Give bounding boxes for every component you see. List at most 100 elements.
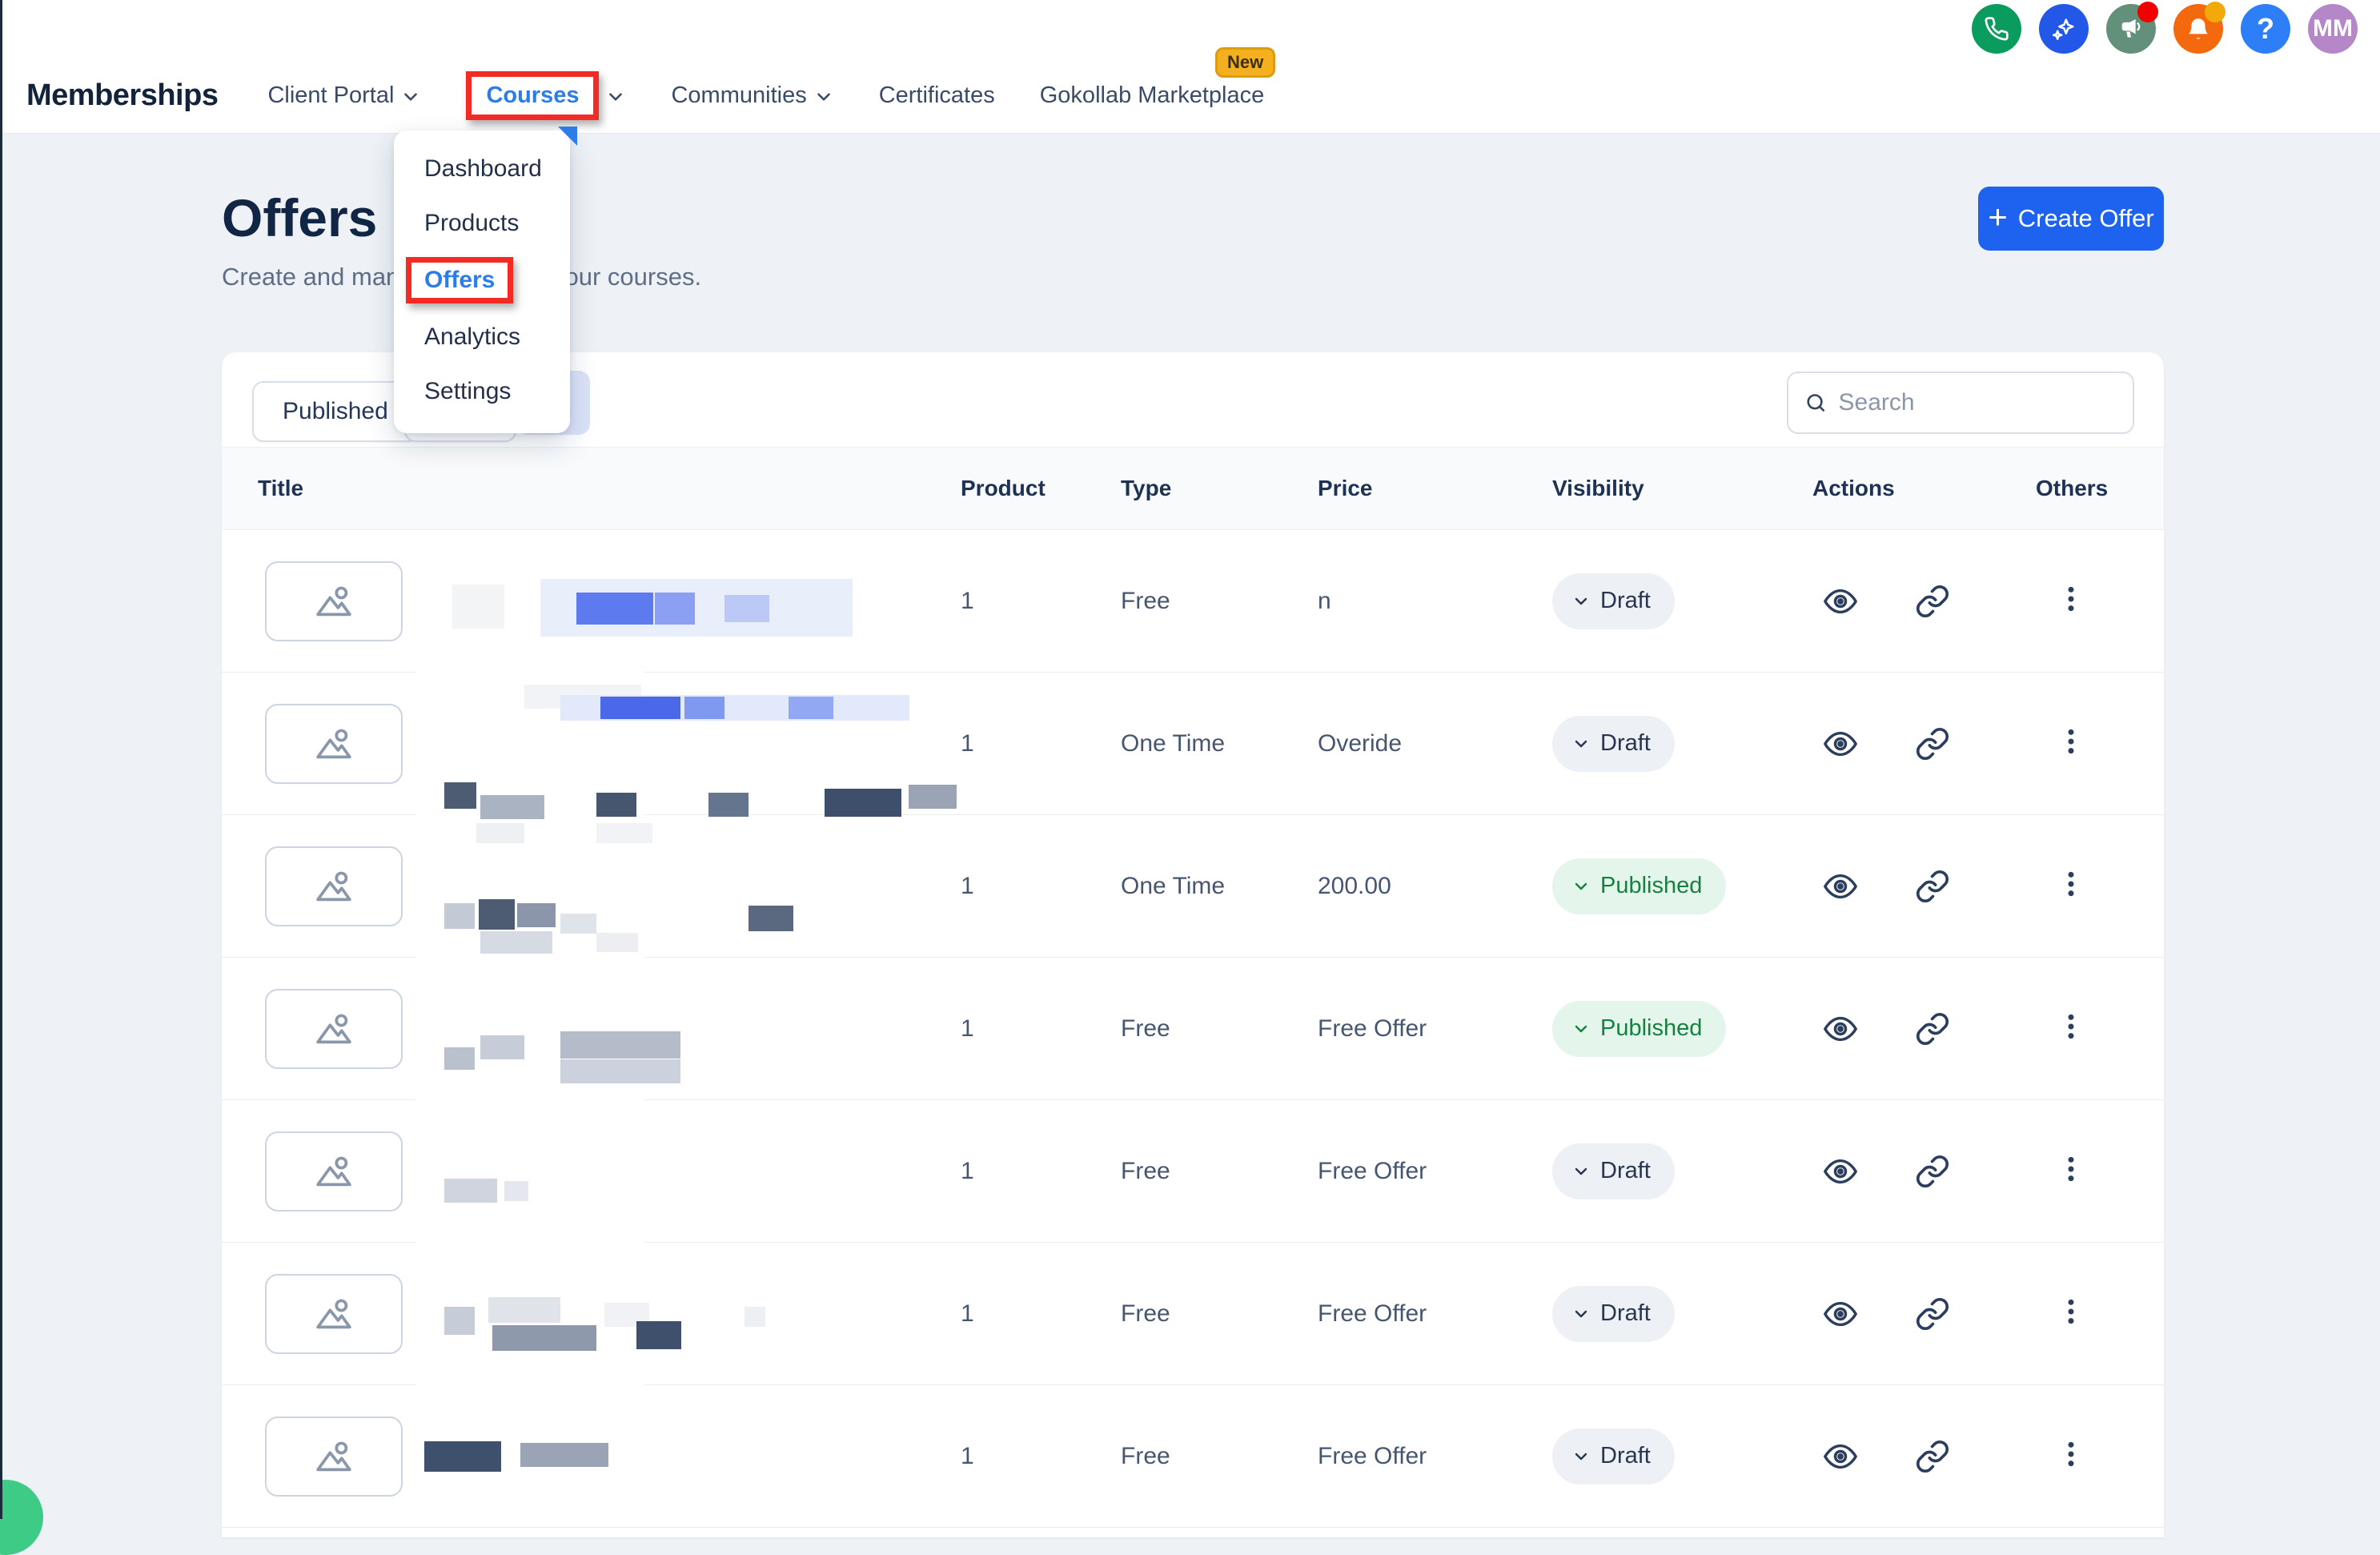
- preview-eye-icon[interactable]: [1822, 1296, 1859, 1332]
- search-input[interactable]: [1838, 389, 2117, 416]
- bell-icon[interactable]: [2173, 2, 2225, 54]
- visibility-badge[interactable]: Published: [1552, 858, 1727, 914]
- visibility-cell: Published: [1552, 858, 1812, 914]
- redacted-text-block: [596, 933, 638, 952]
- kebab-menu-icon[interactable]: [2055, 583, 2087, 615]
- visibility-badge[interactable]: Draft: [1552, 1143, 1675, 1199]
- menu-item-label: Analytics: [424, 323, 521, 350]
- image-placeholder-icon: [316, 1441, 351, 1471]
- copy-link-icon[interactable]: [1915, 1154, 1950, 1189]
- type-cell: Free: [1121, 1442, 1170, 1469]
- kebab-menu-icon[interactable]: [2055, 1438, 2087, 1470]
- offer-thumbnail[interactable]: [265, 988, 403, 1069]
- visibility-cell: Draft: [1552, 573, 1812, 629]
- redacted-text-block: [724, 595, 769, 622]
- menu-item-analytics[interactable]: Analytics: [394, 310, 570, 364]
- copy-link-icon[interactable]: [1915, 1296, 1950, 1332]
- actions-cell: [1812, 1011, 2036, 1047]
- copy-link-icon[interactable]: [1915, 1011, 1950, 1047]
- copy-link-icon[interactable]: [1915, 1439, 1950, 1474]
- offer-thumbnail[interactable]: [265, 1416, 403, 1497]
- help-icon[interactable]: ?: [2241, 4, 2290, 54]
- redacted-text-block: [517, 903, 556, 927]
- redacted-text-block: [560, 914, 596, 934]
- page-title: Offers: [222, 188, 378, 247]
- nav-item-communities[interactable]: Communities: [671, 82, 833, 109]
- preview-eye-icon[interactable]: [1822, 1153, 1859, 1190]
- kebab-menu-icon[interactable]: [2055, 868, 2087, 900]
- title-cell: [258, 1385, 961, 1527]
- kebab-menu-icon[interactable]: [2055, 1153, 2087, 1185]
- menu-item-dashboard[interactable]: Dashboard: [394, 142, 570, 196]
- product-cell: 1: [961, 1015, 974, 1042]
- top-bar: Memberships Client Portal Courses Communit…: [0, 0, 2380, 134]
- offer-thumbnail[interactable]: [265, 703, 403, 784]
- visibility-badge[interactable]: Draft: [1552, 573, 1675, 629]
- redacted-text-block: [789, 697, 833, 719]
- others-cell: [2036, 1011, 2164, 1047]
- nav-item-certificates[interactable]: Certificates: [879, 82, 995, 109]
- menu-item-settings[interactable]: Settings: [394, 364, 570, 419]
- visibility-badge[interactable]: Draft: [1552, 1428, 1675, 1485]
- create-offer-label: Create Offer: [2017, 204, 2154, 232]
- chat-widget-peek[interactable]: [0, 1480, 43, 1555]
- visibility-badge[interactable]: Draft: [1552, 1285, 1675, 1342]
- price-cell: Overide: [1318, 729, 1403, 757]
- create-offer-button[interactable]: + Create Offer: [1978, 187, 2164, 251]
- preview-eye-icon[interactable]: [1822, 1011, 1859, 1047]
- preview-eye-icon[interactable]: [1822, 725, 1859, 762]
- offer-thumbnail[interactable]: [265, 1273, 403, 1354]
- redacted-text-block: [476, 823, 524, 843]
- header-icon-row: ? MM: [1972, 2, 2358, 54]
- visibility-badge[interactable]: Published: [1552, 1000, 1727, 1057]
- highlight-box: Offers: [406, 257, 514, 303]
- published-filter-tab[interactable]: Published: [252, 381, 419, 442]
- copy-link-icon[interactable]: [1915, 726, 1950, 761]
- title-cell: [258, 1100, 961, 1242]
- copy-link-icon[interactable]: [1915, 584, 1950, 619]
- column-header-price: Price: [1318, 476, 1373, 500]
- redacted-text-block: [444, 1179, 497, 1203]
- image-placeholder-icon: [316, 586, 351, 616]
- redacted-text-block: [480, 1035, 524, 1059]
- price-cell: Free Offer: [1318, 1300, 1427, 1327]
- copy-link-icon[interactable]: [1915, 869, 1950, 904]
- menu-item-offers[interactable]: Offers: [394, 251, 570, 310]
- actions-cell: [1812, 1153, 2036, 1190]
- menu-item-products[interactable]: Products: [394, 196, 570, 251]
- nav-item-label: Certificates: [878, 82, 995, 108]
- nav-item-gokollab-marketplace[interactable]: Gokollab Marketplace New: [1040, 46, 1276, 109]
- nav-item-courses[interactable]: Courses: [466, 70, 626, 120]
- offer-thumbnail[interactable]: [265, 1131, 403, 1211]
- image-placeholder-icon: [316, 729, 351, 758]
- redacted-text-block: [576, 593, 653, 625]
- menu-item-label: Dashboard: [424, 155, 542, 182]
- sparkles-icon[interactable]: [2039, 4, 2089, 54]
- chevron-down-icon: [813, 86, 834, 107]
- preview-eye-icon[interactable]: [1822, 583, 1859, 620]
- nav-item-client-portal[interactable]: Client Portal: [267, 82, 421, 109]
- kebab-menu-icon[interactable]: [2055, 1296, 2087, 1328]
- redacted-text-block: [596, 823, 652, 843]
- offer-thumbnail[interactable]: [265, 846, 403, 926]
- kebab-menu-icon[interactable]: [2055, 725, 2087, 757]
- offer-thumbnail[interactable]: [265, 561, 403, 641]
- actions-cell: [1812, 1296, 2036, 1332]
- avatar-icon[interactable]: MM: [2308, 4, 2358, 54]
- courses-dropdown-menu: Dashboard Products Offers Analytics Settings: [394, 131, 570, 433]
- visibility-cell: Published: [1552, 1000, 1812, 1057]
- search-box[interactable]: [1787, 372, 2134, 434]
- table-row-2: 1 One Time Overide Draft: [222, 673, 2164, 819]
- preview-eye-icon[interactable]: [1822, 1438, 1859, 1475]
- chevron-down-icon: [1575, 1025, 1587, 1032]
- redacted-text-block: [745, 1307, 765, 1327]
- visibility-badge[interactable]: Draft: [1552, 715, 1675, 772]
- type-cell: Free: [1121, 1015, 1170, 1042]
- phone-icon[interactable]: [1972, 4, 2021, 54]
- redacted-text-block: [444, 1307, 475, 1335]
- redacted-text-block: [480, 931, 552, 954]
- column-header-type: Type: [1121, 476, 1172, 500]
- kebab-menu-icon[interactable]: [2055, 1011, 2087, 1043]
- megaphone-icon[interactable]: [2106, 2, 2158, 54]
- preview-eye-icon[interactable]: [1822, 868, 1859, 905]
